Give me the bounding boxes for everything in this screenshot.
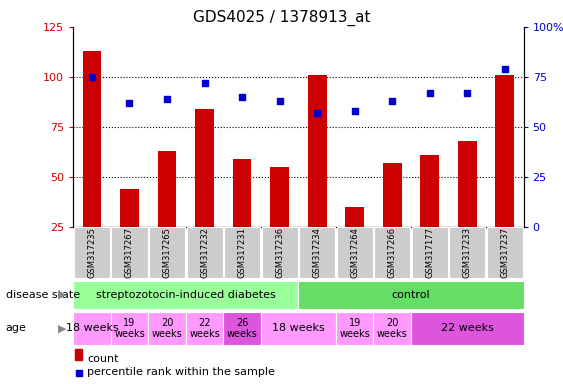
- Text: 18 weeks: 18 weeks: [65, 323, 118, 333]
- Text: GSM317237: GSM317237: [501, 227, 510, 278]
- Bar: [158, 151, 176, 276]
- Text: 26
weeks: 26 weeks: [227, 318, 257, 339]
- Text: GSM317234: GSM317234: [312, 227, 321, 278]
- Bar: [495, 75, 514, 276]
- Point: [463, 90, 472, 96]
- Text: 22 weeks: 22 weeks: [441, 323, 494, 333]
- Point: [200, 80, 209, 86]
- Bar: [337, 227, 373, 278]
- Bar: [458, 141, 477, 276]
- Bar: [74, 227, 110, 278]
- Bar: [421, 155, 439, 276]
- Bar: [299, 227, 335, 278]
- Text: percentile rank within the sample: percentile rank within the sample: [87, 367, 275, 377]
- Point: [87, 74, 96, 80]
- Bar: [75, 349, 82, 360]
- Bar: [270, 167, 289, 276]
- Text: 20
weeks: 20 weeks: [377, 318, 408, 339]
- Point: [425, 90, 434, 96]
- Bar: [73, 312, 111, 345]
- Bar: [148, 312, 186, 345]
- Bar: [224, 312, 261, 345]
- Text: GSM317266: GSM317266: [388, 227, 397, 278]
- Text: GSM317265: GSM317265: [163, 227, 172, 278]
- Bar: [186, 312, 224, 345]
- Point: [388, 98, 397, 104]
- Text: ▶: ▶: [58, 323, 66, 333]
- Text: GDS4025 / 1378913_at: GDS4025 / 1378913_at: [193, 10, 370, 26]
- Text: 20
weeks: 20 weeks: [151, 318, 182, 339]
- Text: 18 weeks: 18 weeks: [272, 323, 325, 333]
- Text: GSM317231: GSM317231: [238, 227, 247, 278]
- Text: control: control: [392, 290, 430, 300]
- Point: [163, 96, 172, 102]
- Bar: [233, 159, 252, 276]
- Bar: [383, 163, 401, 276]
- Text: GSM317236: GSM317236: [275, 227, 284, 278]
- Bar: [336, 312, 373, 345]
- Text: GSM317235: GSM317235: [87, 227, 96, 278]
- Text: GSM317264: GSM317264: [350, 227, 359, 278]
- Bar: [195, 109, 214, 276]
- Text: GSM317233: GSM317233: [463, 227, 472, 278]
- Text: disease state: disease state: [6, 290, 80, 300]
- Bar: [186, 227, 222, 278]
- Bar: [261, 312, 336, 345]
- Text: GSM317267: GSM317267: [125, 227, 134, 278]
- Bar: [298, 281, 524, 309]
- Text: 19
weeks: 19 weeks: [339, 318, 370, 339]
- Bar: [120, 189, 139, 276]
- Bar: [449, 227, 485, 278]
- Point: [312, 110, 321, 116]
- Text: GSM317177: GSM317177: [425, 227, 434, 278]
- Point: [350, 108, 359, 114]
- Point: [501, 66, 510, 72]
- Bar: [111, 312, 148, 345]
- Bar: [412, 227, 448, 278]
- Point: [125, 100, 134, 106]
- Text: ▶: ▶: [58, 290, 66, 300]
- Bar: [308, 75, 327, 276]
- Bar: [73, 281, 298, 309]
- Point: [275, 98, 284, 104]
- Text: count: count: [87, 354, 119, 364]
- Point: [74, 369, 83, 376]
- Bar: [149, 227, 185, 278]
- Bar: [224, 227, 260, 278]
- Bar: [262, 227, 298, 278]
- Text: GSM317232: GSM317232: [200, 227, 209, 278]
- Text: 22
weeks: 22 weeks: [189, 318, 220, 339]
- Bar: [345, 207, 364, 276]
- Bar: [487, 227, 523, 278]
- Text: 19
weeks: 19 weeks: [114, 318, 145, 339]
- Bar: [373, 312, 411, 345]
- Bar: [83, 51, 101, 276]
- Point: [238, 94, 247, 100]
- Text: streptozotocin-induced diabetes: streptozotocin-induced diabetes: [96, 290, 276, 300]
- Bar: [374, 227, 410, 278]
- Text: age: age: [6, 323, 26, 333]
- Bar: [111, 227, 148, 278]
- Bar: [411, 312, 524, 345]
